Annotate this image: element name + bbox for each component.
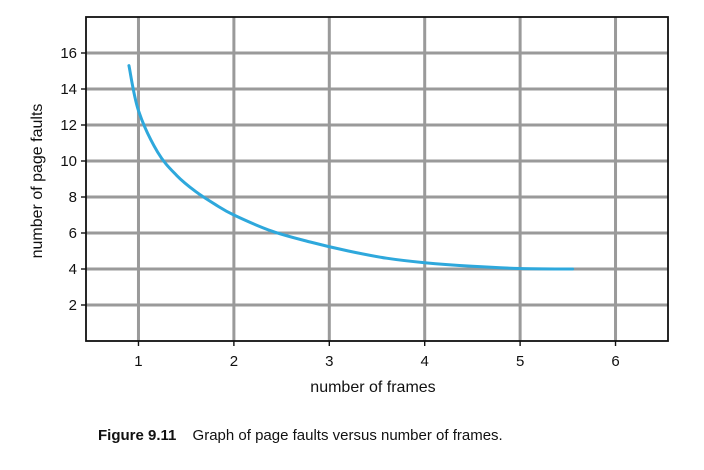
plot-frame [85, 16, 669, 342]
x-tick-label-2: 2 [230, 353, 238, 370]
x-tick-label-4: 4 [421, 353, 429, 370]
x-tick-label-1: 1 [134, 353, 142, 370]
x-tick-label-5: 5 [516, 353, 524, 370]
y-tick-label-16: 16 [60, 45, 77, 62]
x-tick-label-3: 3 [325, 353, 333, 370]
x-tick-label-6: 6 [611, 353, 619, 370]
y-axis-label: number of page faults [29, 104, 46, 259]
y-tick-label-10: 10 [60, 153, 77, 170]
grid [86, 17, 668, 341]
series [127, 64, 575, 271]
y-tick-label-2: 2 [69, 297, 77, 314]
y-tick-label-8: 8 [69, 189, 77, 206]
series-line-0 [127, 64, 575, 271]
x-axis-label: number of frames [310, 379, 435, 396]
caption-number: Figure 9.11 [98, 427, 177, 444]
y-tick-label-14: 14 [60, 81, 77, 98]
figure-caption: Figure 9.11 Graph of page faults versus … [98, 427, 503, 444]
y-tick-label-4: 4 [69, 261, 77, 278]
caption-text: Graph of page faults versus number of fr… [192, 427, 503, 444]
y-tick-label-6: 6 [69, 225, 77, 242]
y-tick-label-12: 12 [60, 117, 77, 134]
